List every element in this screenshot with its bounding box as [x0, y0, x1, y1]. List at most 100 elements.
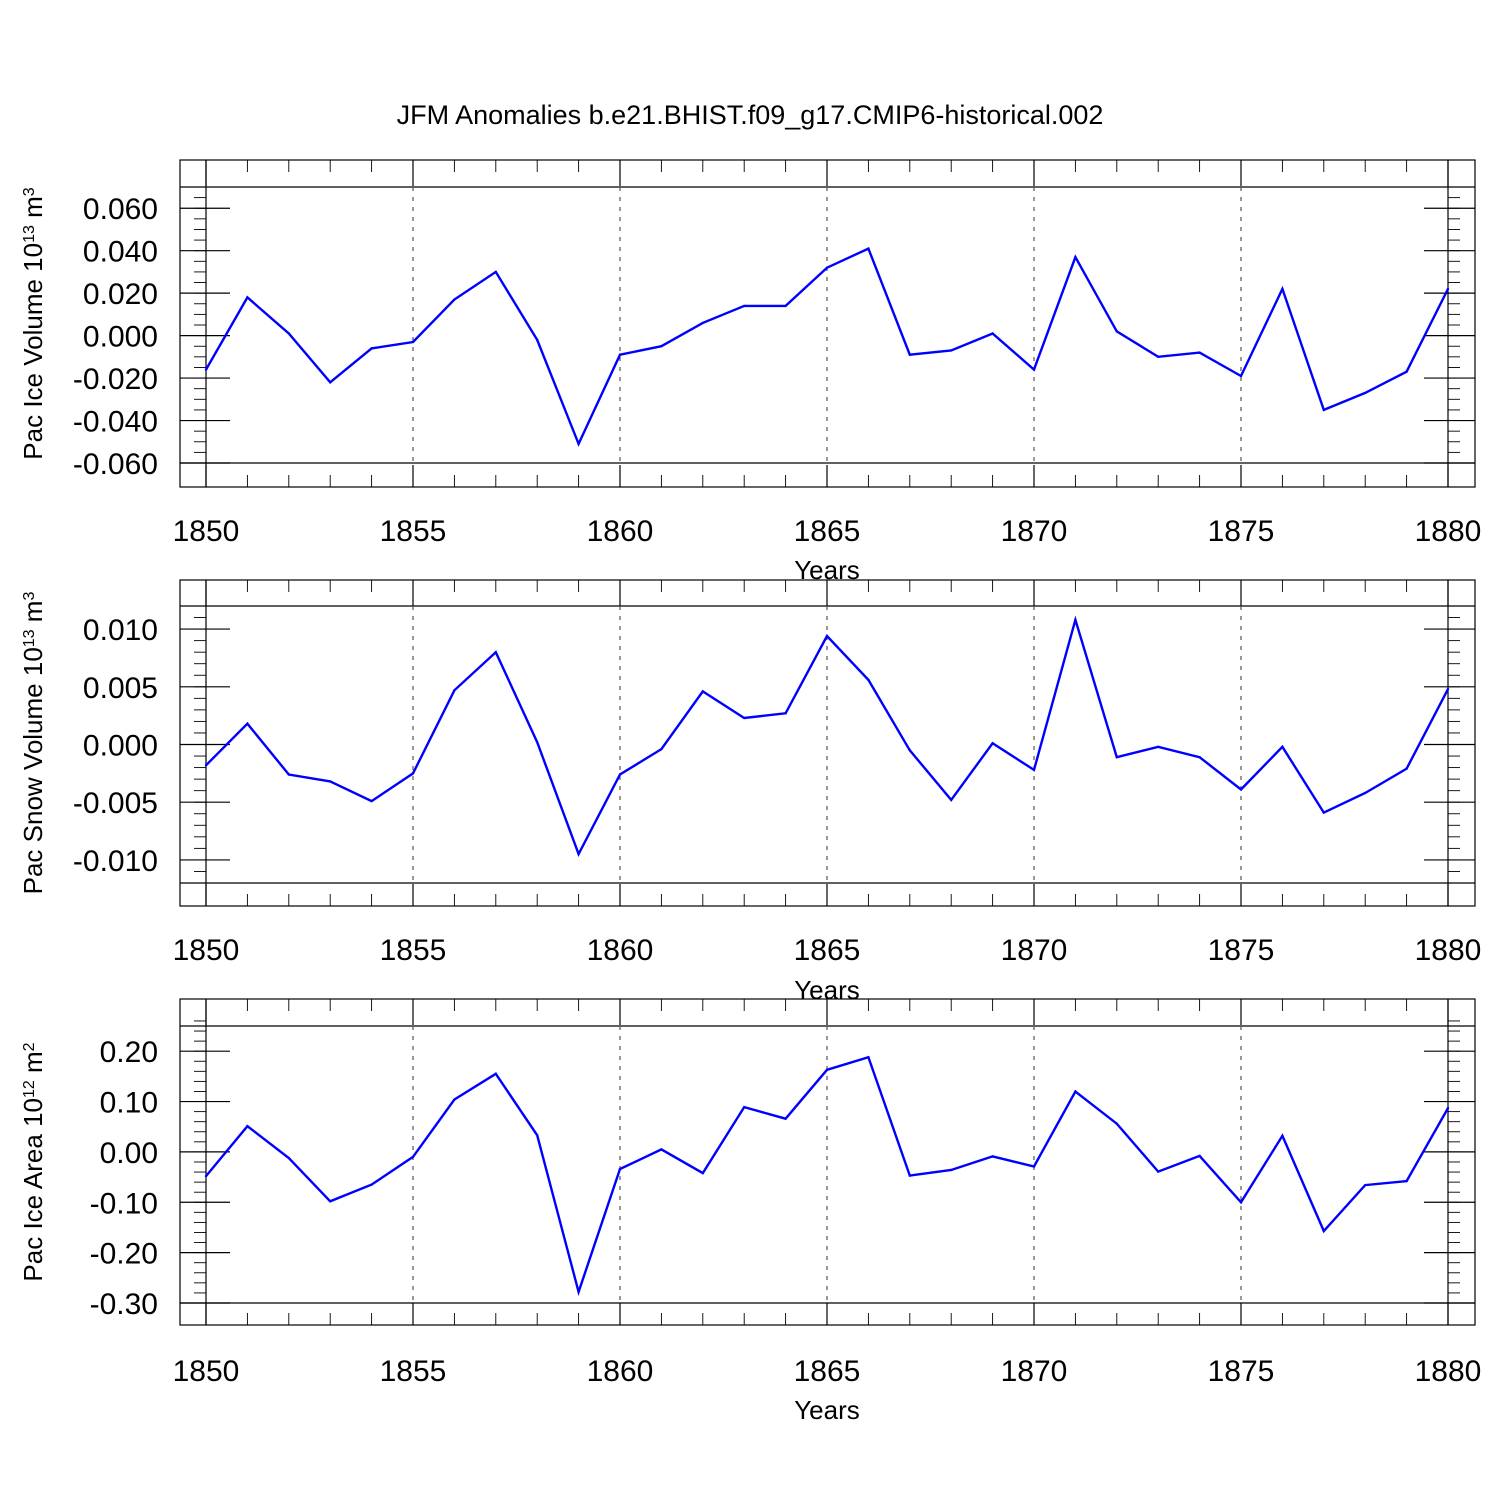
data-point	[287, 332, 290, 335]
data-point	[991, 742, 994, 745]
x-tick-label: 1880	[1415, 934, 1482, 967]
data-point	[1405, 370, 1408, 373]
data-point	[1115, 1122, 1119, 1125]
data-point	[1198, 755, 1201, 759]
y-axis-label-unit: m	[18, 196, 48, 225]
y-axis-label-text: Pac Ice Area 10	[18, 1098, 48, 1282]
data-point	[577, 1290, 580, 1294]
data-point	[1364, 1183, 1367, 1187]
panels: -0.060 -0.040 -0.020 0.000 0.020 0.040 0.060 18…	[18, 159, 1482, 1425]
data-point	[1157, 745, 1160, 749]
data-point	[1157, 1170, 1160, 1173]
y-axis-label-unit-exponent: 3	[21, 187, 38, 196]
panel-pac-snow-volume: -0.010 -0.005 0.000 0.005 0.010 1850 1855 1860 1…	[18, 579, 1482, 1005]
data-point	[1074, 1090, 1077, 1093]
y-axis-label: Pac Snow Volume 1013 m3	[18, 592, 48, 895]
data-point	[1032, 768, 1036, 772]
data-point	[1446, 1106, 1450, 1110]
data-point	[287, 773, 290, 776]
x-tick-label: 1865	[794, 515, 861, 548]
data-point	[1239, 788, 1243, 791]
data-point	[536, 1134, 539, 1137]
data-point	[950, 1168, 953, 1172]
data-point	[1281, 1134, 1284, 1137]
x-tick-label: 1865	[794, 934, 861, 967]
y-tick-label: 0.060	[83, 193, 158, 226]
data-point	[453, 298, 456, 301]
data-point	[784, 712, 787, 715]
y-axis-label-exponent: 13	[21, 225, 38, 243]
data-point	[536, 740, 539, 744]
data-point	[701, 321, 704, 325]
x-tick-label: 1850	[173, 1355, 240, 1388]
data-point	[618, 773, 622, 776]
data-point	[825, 1068, 829, 1072]
data-point	[1032, 368, 1036, 371]
data-point	[908, 353, 911, 356]
data-point	[784, 1117, 787, 1120]
y-tick-label: -0.020	[73, 363, 158, 396]
data-point	[660, 747, 663, 751]
data-point	[825, 266, 829, 269]
data-point	[204, 1174, 208, 1178]
data-point	[1239, 374, 1243, 378]
data-point	[370, 347, 373, 350]
data-point	[867, 1056, 870, 1059]
data-point	[1115, 330, 1119, 333]
data-point	[453, 689, 456, 692]
data-point	[329, 780, 332, 783]
panel-pac-ice-area: -0.30 -0.20 -0.10 0.00 0.10 0.20 1850 1855 1860 1…	[18, 998, 1481, 1425]
data-point	[329, 1200, 332, 1203]
data-point	[1322, 1229, 1326, 1233]
data-point	[660, 345, 663, 348]
data-point	[204, 368, 208, 371]
data-point	[1364, 391, 1367, 395]
data-point	[1405, 1179, 1408, 1183]
data-point	[411, 772, 415, 775]
y-tick-label: -0.010	[73, 845, 158, 878]
data-point	[411, 1155, 415, 1159]
y-tick-label: -0.20	[90, 1238, 158, 1271]
data-point	[204, 764, 208, 767]
data-point	[246, 1125, 249, 1128]
data-point	[287, 1156, 290, 1160]
x-tick-label: 1855	[380, 515, 447, 548]
data-point	[1281, 745, 1284, 749]
y-tick-label: 0.040	[83, 236, 158, 269]
data-point	[411, 340, 415, 344]
data-point	[1239, 1201, 1243, 1204]
y-tick-label: 0.20	[100, 1036, 158, 1069]
data-point	[1157, 355, 1160, 359]
y-axis-label-unit: m	[18, 601, 48, 630]
data-point	[577, 442, 580, 446]
data-point	[1364, 791, 1367, 795]
y-axis-label-unit: m	[18, 1051, 48, 1080]
data-point	[743, 304, 746, 308]
y-tick-label: 0.000	[83, 730, 158, 763]
y-axis-label: Pac Ice Volume 1013 m3	[18, 187, 48, 460]
x-tick-label: 1880	[1415, 515, 1482, 548]
y-tick-label: 0.010	[83, 614, 158, 647]
data-point	[867, 247, 870, 250]
data-point	[1405, 767, 1408, 770]
x-tick-label: 1855	[380, 934, 447, 967]
y-axis-label-text: Pac Snow Volume 10	[18, 647, 48, 894]
y-axis-label-unit-exponent: 3	[21, 592, 38, 601]
y-axis-label-unit-exponent: 2	[21, 1042, 38, 1051]
x-tick-label: 1850	[173, 515, 240, 548]
data-point	[494, 1072, 497, 1076]
x-tick-label: 1870	[1001, 515, 1068, 548]
y-axis-label: Pac Ice Area 1012 m2	[18, 1042, 48, 1281]
y-tick-label: 0.005	[83, 672, 158, 705]
data-point	[701, 1171, 704, 1175]
data-point	[1115, 755, 1119, 759]
data-point	[991, 1155, 994, 1158]
data-point	[660, 1148, 663, 1151]
data-point	[950, 349, 953, 352]
data-point	[1322, 408, 1326, 412]
x-tick-label: 1875	[1208, 515, 1275, 548]
data-point	[577, 852, 580, 856]
data-point	[494, 270, 497, 274]
data-point	[1074, 255, 1077, 259]
y-tick-label: -0.10	[90, 1187, 158, 1220]
